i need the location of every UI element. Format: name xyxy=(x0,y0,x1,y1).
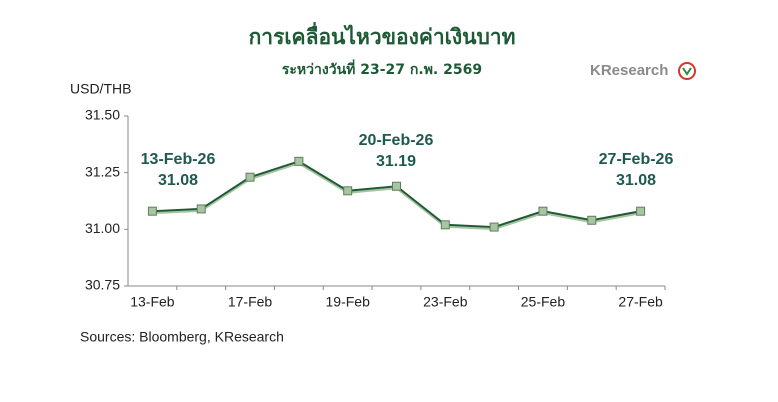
annotation-date: 27-Feb-26 xyxy=(599,151,674,168)
logo-icon-mark xyxy=(682,67,692,76)
data-point xyxy=(245,172,255,182)
annotation-value: 31.08 xyxy=(158,172,198,189)
data-point xyxy=(636,206,646,216)
data-point xyxy=(489,222,499,232)
data-point xyxy=(587,215,597,225)
annotation-date: 13-Feb-26 xyxy=(141,151,216,168)
brand-logo: KResearch xyxy=(590,62,668,79)
annotation-value: 31.08 xyxy=(616,172,656,189)
x-tick-label: 17-Feb xyxy=(228,294,273,310)
annotation-value: 31.19 xyxy=(376,153,416,170)
y-tick-label: 31.00 xyxy=(85,220,120,236)
logo-icon xyxy=(678,62,696,80)
data-point xyxy=(294,156,304,166)
x-tick-label: 25-Feb xyxy=(521,294,566,310)
annotation-date: 20-Feb-26 xyxy=(359,132,434,149)
data-point xyxy=(196,204,206,214)
y-tick-label: 31.25 xyxy=(85,163,120,179)
data-point xyxy=(440,220,450,230)
x-tick-label: 27-Feb xyxy=(618,294,663,310)
y-axis-label: USD/THB xyxy=(70,81,131,97)
data-point xyxy=(392,181,401,191)
source-note: Sources: Bloomberg, KResearch xyxy=(80,329,284,345)
x-tick-label: 13-Feb xyxy=(130,294,175,310)
data-point xyxy=(343,186,353,196)
data-point xyxy=(147,206,157,216)
x-tick-label: 19-Feb xyxy=(326,294,371,310)
chart-title: การเคลื่อนไหวของค่าเงินบาท xyxy=(249,21,516,49)
y-tick-label: 30.75 xyxy=(85,277,120,293)
series-line-shadow xyxy=(152,162,641,231)
y-tick-label: 31.50 xyxy=(85,107,120,123)
x-tick-label: 23-Feb xyxy=(423,294,468,310)
chart-subtitle: ระหว่างวันที่ 23-27 ก.พ. 2569 xyxy=(282,59,482,78)
data-point xyxy=(538,206,548,216)
